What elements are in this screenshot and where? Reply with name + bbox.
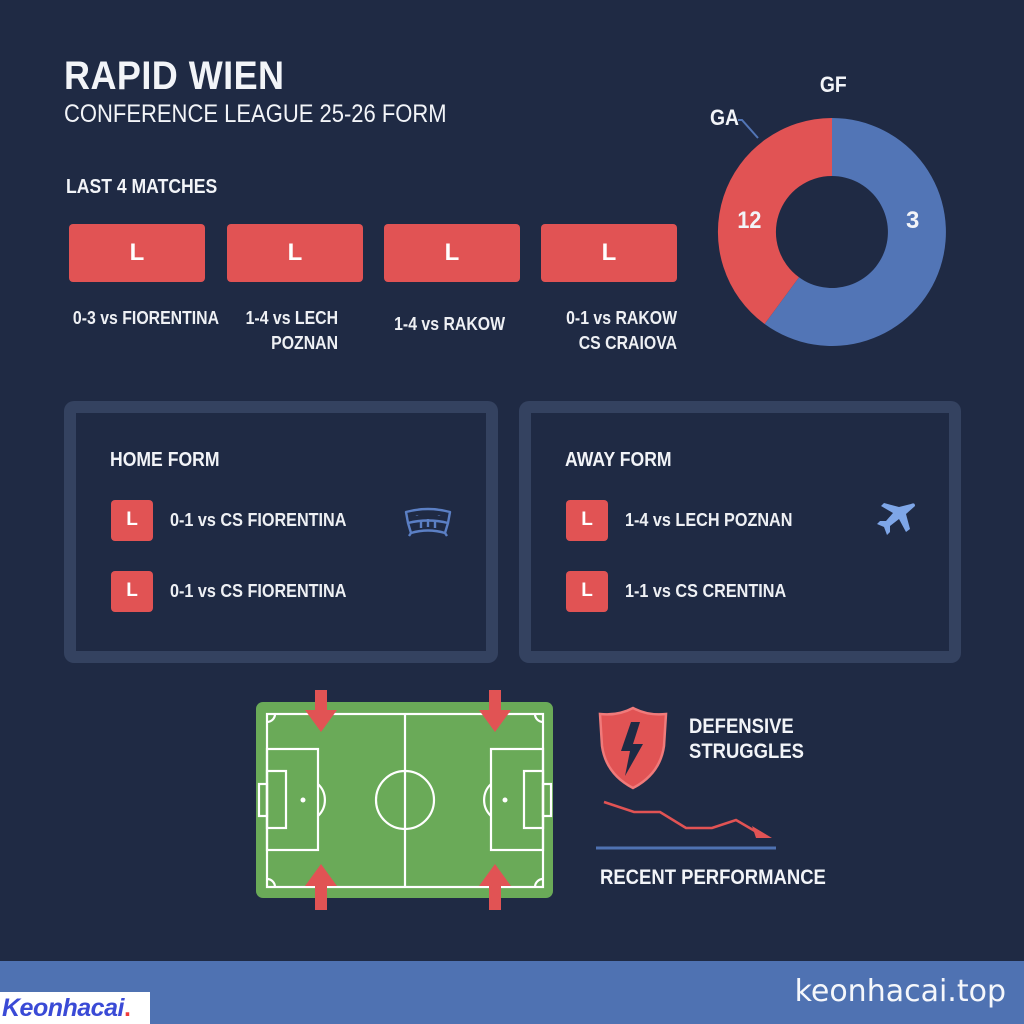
footer-bar [0,961,1024,1024]
last-matches-heading: LAST 4 MATCHES [66,176,218,198]
result-badge: L [566,499,608,541]
declining-trend-chart [596,800,776,850]
result-tile-3: L [384,224,520,282]
arrow-up-icon [479,864,511,910]
home-form-row: L 0-1 vs CS FIORENTINA [111,499,366,541]
result-badge: L [111,499,153,541]
defensive-struggles-label: DEFENSIVE STRUGGLES [689,714,804,764]
home-form-card: HOME FORM L 0-1 vs CS FIORENTINA L 0-1 v… [64,401,498,663]
match-caption-line: CS CRAIOVA [578,333,677,353]
match-caption-1: 0-3 vs FIORENTINA [73,306,219,331]
home-form-title: HOME FORM [110,449,220,471]
goals-donut-chart [717,117,946,346]
arrow-up-icon [305,864,337,910]
match-text: 0-1 vs CS FIORENTINA [170,580,347,601]
page-title: RAPID WIEN [64,54,285,98]
match-caption-2: 1-4 vs LECH POZNAN [246,306,338,356]
away-form-card: AWAY FORM L 1-4 vs LECH POZNAN L 1-1 vs … [519,401,961,663]
match-text: 1-4 vs LECH POZNAN [625,509,793,530]
match-caption-3: 1-4 vs RAKOW [394,312,505,337]
match-text: 0-1 vs CS FIORENTINA [170,509,347,530]
match-text: 1-1 vs CS CRENTINA [625,580,787,601]
defensive-line-1: DEFENSIVE [689,715,794,738]
match-caption-4: 0-1 vs RAKOW CS CRAIOVA [566,306,677,356]
football-pitch-graphic [256,702,553,898]
brand-name: Keonhacai [2,993,124,1022]
airplane-icon [877,503,915,535]
match-caption-line: 0-3 vs FIORENTINA [72,308,219,328]
ga-value: 12 [737,207,762,234]
brand-logo[interactable]: Keonhacai. [0,992,150,1024]
site-url-link[interactable]: keonhacai.top [794,974,1006,1009]
donut-segment-ga [717,117,832,324]
result-badge: L [566,570,608,612]
away-form-title: AWAY FORM [565,449,672,471]
gf-value: 3 [906,207,920,234]
away-form-row: L 1-1 vs CS CRENTINA [566,570,804,612]
shield-lightning-icon [598,706,668,790]
result-tile-4: L [541,224,677,282]
home-form-row: L 0-1 vs CS FIORENTINA [111,570,366,612]
recent-performance-label: RECENT PERFORMANCE [600,866,826,889]
result-tile-1: L [69,224,205,282]
gf-label: GF [819,72,847,97]
match-caption-line: 1-4 vs RAKOW [394,314,505,334]
ga-label: GA [709,105,740,130]
page-subtitle: CONFERENCE LEAGUE 25-26 FORM [64,100,447,128]
arrow-down-icon [305,690,337,732]
stadium-icon [404,507,452,537]
result-badge: L [111,570,153,612]
match-caption-line: POZNAN [271,333,338,353]
defensive-line-2: STRUGGLES [689,740,805,763]
result-tile-2: L [227,224,363,282]
arrow-down-icon [479,690,511,732]
donut-segment-gf [764,118,946,346]
match-caption-line: 1-4 vs LECH [245,308,338,328]
match-caption-line: 0-1 vs RAKOW [566,308,677,328]
away-form-row: L 1-4 vs LECH POZNAN [566,499,811,541]
brand-dot: . [123,993,131,1022]
ga-leader-line [738,119,759,139]
